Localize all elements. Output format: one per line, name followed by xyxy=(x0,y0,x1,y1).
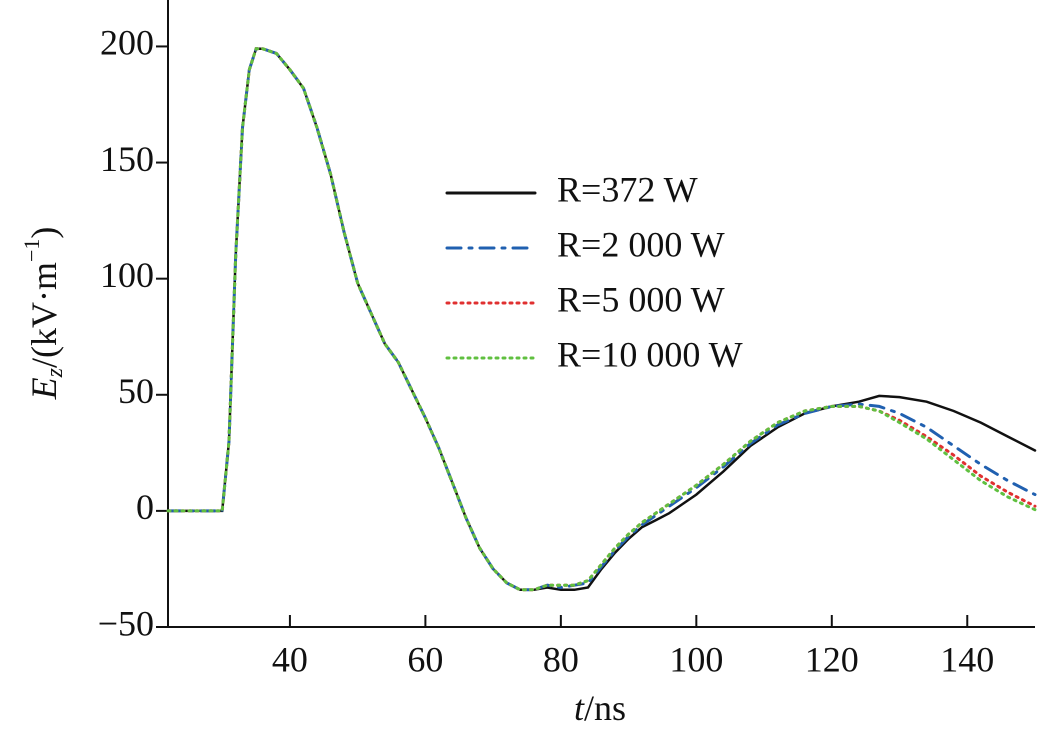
x-tick-label: 40 xyxy=(272,639,308,679)
x-tick-label: 60 xyxy=(407,639,443,679)
x-tick-label: 80 xyxy=(543,639,579,679)
series-line xyxy=(166,47,1037,592)
y-label-part: /(kV·m xyxy=(24,262,64,368)
series-line xyxy=(166,47,1037,592)
series-line xyxy=(166,47,1037,592)
x-tick-label: 100 xyxy=(669,639,723,679)
y-tick-label: 0 xyxy=(136,487,154,527)
series-line xyxy=(166,47,1037,592)
legend-label: R=2 000 W xyxy=(557,224,725,264)
x-tick-label: 120 xyxy=(805,639,859,679)
y-tick-label: 150 xyxy=(100,139,154,179)
y-label-part: −1 xyxy=(19,239,44,262)
y-tick-label: 100 xyxy=(100,255,154,295)
legend-label: R=372 W xyxy=(557,169,698,209)
y-label-part: z xyxy=(42,367,68,378)
x-tick-label: 140 xyxy=(940,639,994,679)
y-axis-label: Ez/(kV·m−1) xyxy=(19,227,67,401)
y-tick-label: 200 xyxy=(100,23,154,63)
x-label-part: t xyxy=(574,688,585,728)
y-label-part: E xyxy=(24,377,64,400)
x-label-part: /ns xyxy=(584,688,626,728)
y-tick-label: 50 xyxy=(118,371,154,411)
y-label-part: ) xyxy=(24,227,64,239)
x-axis-label: t/ns xyxy=(574,688,626,728)
legend-label: R=10 000 W xyxy=(557,334,743,374)
y-tick-label: −50 xyxy=(98,603,154,643)
legend-label: R=5 000 W xyxy=(557,279,725,319)
